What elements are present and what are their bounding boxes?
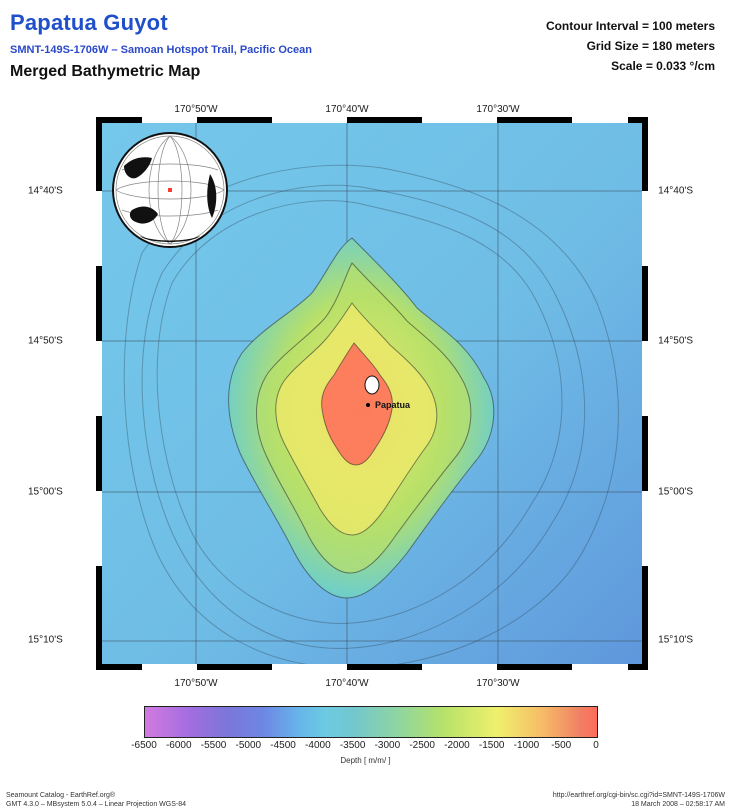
frame-top-seg-4 [572, 117, 628, 123]
globe-svg [115, 135, 225, 245]
frame-left-seg-3 [96, 491, 102, 566]
right-lat-15-10: 15°10'S [658, 634, 693, 646]
frame-bottom-seg-2 [272, 664, 347, 670]
map-canvas [102, 123, 642, 664]
colorbar-gradient [145, 707, 597, 737]
footer-left: Seamount Catalog - EarthRef.org® GMT 4.3… [6, 791, 186, 809]
frame-top-seg-2 [272, 117, 347, 123]
frame-bottom-seg-4 [572, 664, 628, 670]
bottom-lon-170-40: 170°40'W [325, 678, 369, 689]
frame-left-seg-1 [96, 191, 102, 266]
bathymetry-svg [102, 123, 642, 664]
footer-left-line-1: Seamount Catalog - EarthRef.org® [6, 792, 116, 799]
footer-right: http://earthref.org/cgi-bin/sc.cgi?id=SM… [553, 791, 725, 809]
frame-bottom-seg-1 [142, 664, 197, 670]
footer-right-line-2: 18 March 2008 – 02:58:17 AM [631, 801, 725, 808]
cbar-tick-2000: -2000 [444, 740, 470, 751]
inner-contours [228, 237, 495, 599]
seamount-body [228, 238, 494, 598]
map-title: Papatua Guyot [10, 10, 168, 35]
contour-interval: Contour Interval = 100 meters [545, 19, 715, 33]
map-metadata: Contour Interval = 100 meters Grid Size … [546, 16, 715, 76]
cbar-tick-6000: -6000 [165, 740, 192, 751]
right-lat-14-50: 14°50'S [658, 335, 693, 347]
cbar-tick-1000: -1000 [513, 740, 540, 751]
frame-top-seg-1 [142, 117, 197, 123]
left-lat-15-00: 15°00'S [28, 486, 63, 498]
frame-right-seg-3 [642, 491, 648, 566]
frame-right-seg-1 [642, 191, 648, 266]
left-lat-15-10: 15°10'S [28, 634, 63, 646]
grid-size: Grid Size = 180 meters [586, 39, 715, 53]
antarctica-landmass [140, 236, 200, 242]
frame-left-seg-2 [96, 341, 102, 416]
colorbar-ticks: -6500 -6000 -5500 -5000 -4500 -4000 -350… [131, 740, 599, 752]
top-lon-170-30: 170°30'W [476, 104, 520, 115]
summit-plateau [364, 375, 380, 395]
australia-landmass [129, 206, 158, 224]
americas-landmass [207, 174, 217, 218]
frame-top-seg-3 [422, 117, 497, 123]
seamount-marker-dot [366, 403, 370, 407]
top-lon-170-50: 170°50'W [174, 104, 218, 115]
map-frame [96, 117, 648, 670]
inset-globe [112, 132, 228, 248]
cbar-tick-5500: -5500 [200, 740, 227, 751]
depth-colorbar [144, 706, 598, 738]
right-lat-14-40: 14°40'S [658, 185, 693, 197]
cbar-tick-5000: -5000 [235, 740, 262, 751]
footer-left-line-2: GMT 4.3.0 – MBsystem 5.0.4 – Linear Proj… [6, 801, 187, 808]
footer-right-line-1[interactable]: http://earthref.org/cgi-bin/sc.cgi?id=SM… [552, 792, 725, 799]
cbar-tick-3000: -3000 [374, 740, 401, 751]
cbar-tick-4500: -4500 [270, 740, 296, 751]
colorbar-label: Depth [ m/m/ ] [340, 756, 391, 765]
map-type: Merged Bathymetric Map [10, 63, 201, 80]
frame-right-seg-2 [642, 341, 648, 416]
cbar-tick-0: 0 [593, 740, 599, 751]
right-lat-15-00: 15°00'S [658, 486, 693, 498]
top-lon-170-40: 170°40'W [325, 104, 369, 115]
asia-landmass [124, 157, 152, 179]
frame-bottom-seg-3 [422, 664, 497, 670]
bottom-lon-170-30: 170°30'W [476, 678, 520, 689]
bottom-lon-170-50: 170°50'W [174, 678, 218, 689]
cbar-tick-6500: -6500 [131, 740, 157, 751]
location-marker [168, 188, 172, 192]
cbar-tick-1500: -1500 [478, 740, 505, 751]
map-scale: Scale = 0.033 °/cm [611, 59, 715, 73]
cbar-tick-2500: -2500 [409, 740, 435, 751]
outer-contours [123, 164, 619, 664]
left-lat-14-40: 14°40'S [28, 185, 63, 197]
left-lat-14-50: 14°50'S [28, 335, 63, 347]
cbar-tick-4000: -4000 [305, 740, 331, 751]
seamount-label: Papatua [375, 400, 411, 410]
cbar-tick-3500: -3500 [339, 740, 366, 751]
cbar-tick-500: -500 [551, 740, 572, 751]
map-subtitle: SMNT-149S-1706W – Samoan Hotspot Trail, … [10, 44, 312, 56]
